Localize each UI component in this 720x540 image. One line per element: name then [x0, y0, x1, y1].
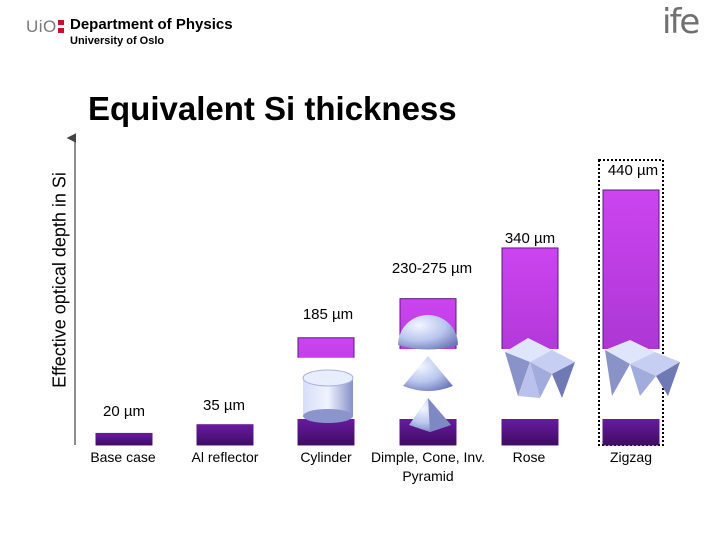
uio-mark: UiO	[26, 17, 57, 36]
bar-base-rose	[502, 419, 558, 445]
inverted-pyramid-shape	[409, 398, 451, 432]
category-label-base-case: Base case	[90, 449, 156, 465]
category-label-cylinder: Cylinder	[300, 449, 352, 465]
data-label-zigzag: 440 µm	[607, 162, 659, 179]
bar-base-zigzag	[603, 419, 659, 445]
rose-texture	[505, 338, 575, 398]
bar-base-cylinder	[298, 419, 354, 445]
data-label-rose: 340 µm	[504, 230, 556, 247]
chart-title: Equivalent Si thickness	[88, 90, 457, 127]
category-label-dimple-cone-pyramid: Dimple, Cone, Inv. Pyramid	[370, 449, 486, 484]
department-name: Department of Physics	[70, 16, 233, 33]
ife-logo: ife	[662, 2, 700, 42]
uio-dots-icon	[58, 20, 64, 34]
bar-base-base-case	[96, 433, 152, 445]
zigzag-texture	[605, 340, 680, 396]
category-label-al-reflector: Al reflector	[191, 449, 259, 465]
dimple-shape	[398, 315, 458, 350]
category-label-zigzag: Zigzag	[609, 449, 653, 465]
data-label-al-reflector: 35 µm	[203, 397, 245, 414]
bar-base-al-reflector	[197, 424, 253, 445]
university-name: University of Oslo	[70, 35, 165, 47]
data-label-base-case: 20 µm	[103, 403, 145, 420]
cylinder-shape	[302, 369, 354, 423]
data-label-dimple-cone-pyramid: 230-275 µm	[391, 260, 473, 277]
data-label-cylinder: 185 µm	[302, 306, 354, 323]
cone-shape	[403, 356, 453, 391]
category-label-rose: Rose	[512, 449, 546, 465]
